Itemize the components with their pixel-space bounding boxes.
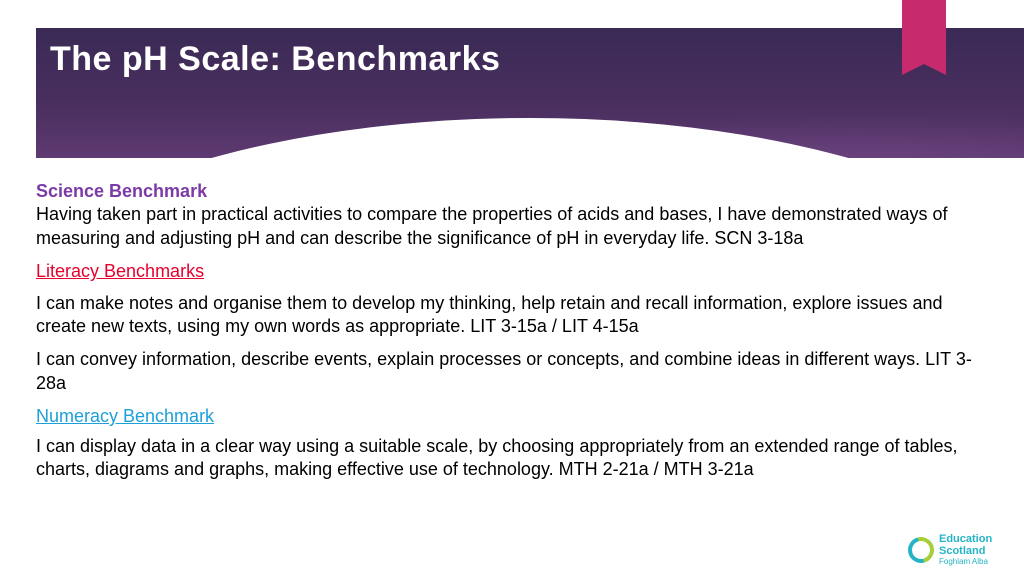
numeracy-text: I can display data in a clear way using … — [36, 435, 980, 482]
header-banner: The pH Scale: Benchmarks — [36, 28, 1024, 158]
literacy-text-2: I can convey information, describe event… — [36, 348, 980, 395]
header-swoosh — [543, 79, 1024, 158]
numeracy-heading: Numeracy Benchmark — [36, 405, 980, 428]
slide: The pH Scale: Benchmarks Science Benchma… — [0, 0, 1024, 576]
logo-subtext: Foghlam Alba — [939, 557, 992, 566]
content-area: Science Benchmark Having taken part in p… — [36, 180, 980, 491]
slide-title: The pH Scale: Benchmarks — [50, 40, 500, 79]
logo-text-block: Education Scotland Foghlam Alba — [939, 534, 992, 566]
literacy-text-1: I can make notes and organise them to de… — [36, 292, 980, 339]
education-scotland-logo: Education Scotland Foghlam Alba — [908, 530, 1018, 570]
science-text: Having taken part in practical activitie… — [36, 203, 980, 250]
ribbon-accent — [902, 0, 946, 64]
logo-line1: Education — [939, 534, 992, 546]
logo-mark-icon — [908, 537, 934, 563]
logo-line2: Scotland — [939, 546, 992, 558]
science-heading: Science Benchmark — [36, 180, 980, 203]
literacy-heading: Literacy Benchmarks — [36, 260, 980, 283]
